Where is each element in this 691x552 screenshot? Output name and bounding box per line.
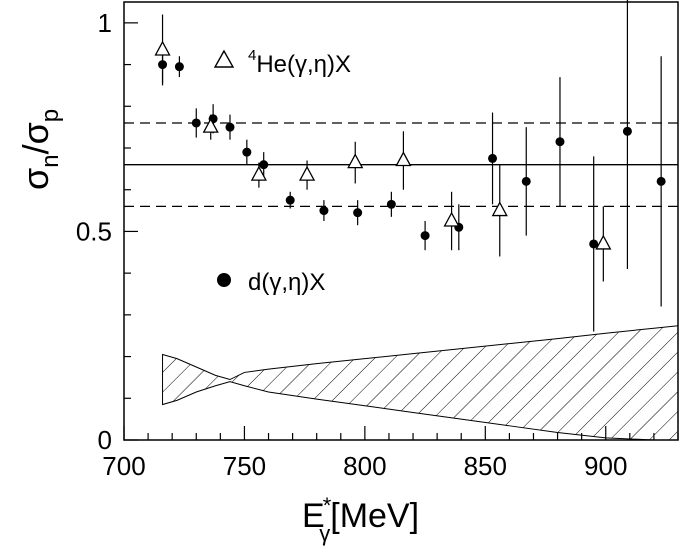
data-point-deuteron-1	[174, 62, 184, 72]
data-point-he4-8	[595, 234, 612, 250]
y-title-slash: /	[15, 144, 56, 154]
x-tick-label-750: 750	[223, 451, 266, 481]
data-point-deuteron-17	[622, 126, 632, 136]
systematic-band-group	[162, 325, 678, 440]
y-tick-label-0: 0	[98, 425, 112, 455]
data-point-deuteron-18	[656, 176, 666, 186]
axis-ticks-group: 700 750 800 850 900 0 0.5 1	[76, 8, 679, 481]
plot-frame	[123, 1, 679, 441]
data-point-he4-2	[250, 165, 267, 181]
legend-deuteron-label: d(γ,η)X	[248, 269, 325, 296]
data-point-deuteron-15	[555, 137, 565, 147]
data-point-deuteron-16	[589, 239, 599, 249]
y-title-a: σ	[15, 168, 56, 190]
data-point-deuteron-9	[353, 208, 363, 218]
x-tick-label-850: 850	[464, 451, 507, 481]
systematic-band	[162, 325, 678, 440]
data-point-he4-5	[395, 151, 412, 167]
data-point-deuteron-14	[521, 176, 531, 186]
data-point-he4-0	[154, 40, 171, 56]
data-point-deuteron-6	[259, 160, 269, 170]
legend: 4He(γ,η)X d(γ,η)X	[213, 47, 351, 296]
data-point-deuteron-2	[191, 118, 201, 128]
y-title-b: σ	[15, 122, 56, 144]
data-point-deuteron-8	[319, 206, 329, 216]
legend-entry-he4: 4He(γ,η)X	[248, 47, 351, 78]
y-title-a-sub: n	[37, 154, 64, 167]
data-point-he4-3	[298, 165, 316, 181]
x-tick-label-900: 900	[584, 451, 627, 481]
x-tick-label-800: 800	[343, 451, 386, 481]
data-point-deuteron-11	[420, 231, 430, 241]
x-axis-title: E* γ[MeV]	[302, 493, 419, 546]
data-point-deuteron-10	[386, 199, 396, 209]
y-axis-title: σn/σp	[15, 109, 64, 190]
x-title-sub: γ	[319, 521, 330, 546]
data-point-deuteron-4	[225, 122, 235, 132]
x-title-main: E	[302, 497, 325, 535]
y-tick-label-1: 0.5	[76, 216, 112, 246]
data-point-he4-6	[443, 211, 460, 227]
legend-he4-label: He(γ,η)X	[256, 51, 351, 78]
x-title-rest: [MeV]	[330, 497, 419, 535]
legend-marker-deuteron	[217, 273, 231, 287]
legend-marker-he4	[213, 49, 235, 68]
data-point-deuteron-5	[242, 147, 252, 157]
data-points-group	[154, 0, 666, 332]
data-point-he4-1	[202, 117, 219, 133]
x-title-sup: *	[323, 493, 332, 518]
y-title-b-sub: p	[37, 109, 64, 122]
data-point-he4-7	[491, 201, 508, 217]
data-point-he4-4	[347, 153, 364, 169]
x-tick-label-700: 700	[102, 451, 145, 481]
data-point-deuteron-13	[488, 153, 498, 163]
data-point-deuteron-7	[285, 195, 295, 205]
legend-he4-superscript: 4	[248, 47, 256, 64]
y-tick-label-2: 1	[98, 8, 112, 38]
